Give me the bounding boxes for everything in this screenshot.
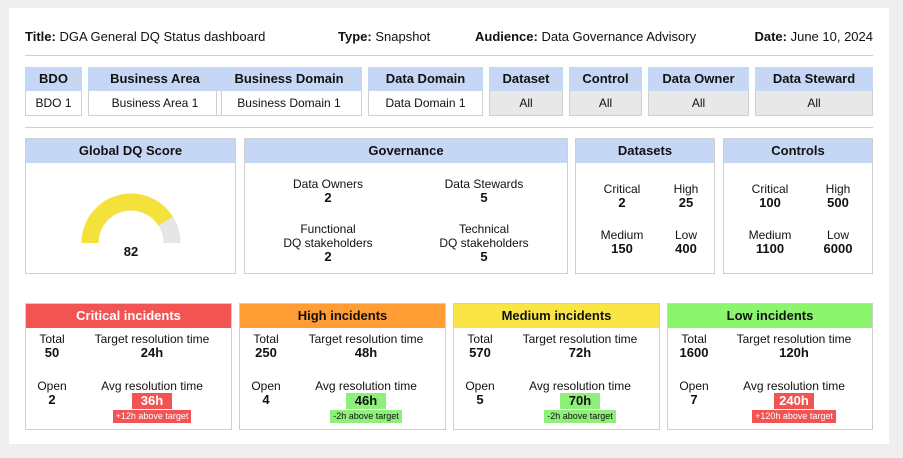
governance-panel: Governance Data Owners 2 Data Stewards 5… (244, 138, 568, 274)
incident-avg-value: 46h (346, 393, 386, 409)
filter-bdo[interactable]: BDO BDO 1 (25, 67, 82, 116)
incident-open: Open 7 (679, 379, 709, 407)
incident-avg-label: Avg resolution time (743, 379, 845, 393)
header-type: Type: Snapshot (338, 29, 431, 44)
incident-target: Target resolution time 48h (308, 332, 424, 360)
technical-stakeholders-stat: Technical DQ stakeholders 5 (439, 222, 529, 264)
incident-avg-value: 36h (132, 393, 172, 409)
filter-dataset[interactable]: Dataset All (489, 67, 563, 116)
incident-target: Target resolution time 72h (522, 332, 638, 360)
data-owners-stat: Data Owners 2 (292, 177, 364, 205)
filter-value[interactable]: Data Domain 1 (368, 91, 483, 116)
incident-open: Open 5 (465, 379, 495, 407)
panel-title: Governance (245, 139, 567, 163)
datasets-low: Low 400 (674, 228, 697, 256)
score-gauge: 82 (81, 193, 181, 259)
filter-label: Control (569, 67, 642, 91)
panel-title: Controls (724, 139, 872, 163)
datasets-medium: Medium 150 (600, 228, 644, 256)
dashboard-card: Title: DGA General DQ Status dashboard T… (9, 8, 889, 444)
incident-card-title: Low incidents (668, 304, 872, 328)
panel-title: Global DQ Score (26, 139, 235, 163)
filter-value[interactable]: All (489, 91, 563, 116)
filter-label: Dataset (489, 67, 563, 91)
incident-card-title: Critical incidents (26, 304, 231, 328)
global-dq-score-panel: Global DQ Score 82 (25, 138, 236, 274)
critical-incidents-card: Critical incidents Total 50 Target resoluti… (25, 303, 232, 430)
header-audience: Audience: Data Governance Advisory (475, 29, 697, 44)
filter-data-steward[interactable]: Data Steward All (755, 67, 873, 116)
incident-target: Target resolution time 120h (736, 332, 852, 360)
filter-control[interactable]: Control All (569, 67, 642, 116)
filter-value[interactable]: Business Area 1 (88, 91, 222, 116)
data-stewards-stat: Data Stewards 5 (444, 177, 524, 205)
incident-open: Open 2 (37, 379, 67, 407)
controls-high: High 500 (825, 182, 851, 210)
filter-data-domain[interactable]: Data Domain Data Domain 1 (368, 67, 483, 116)
high-incidents-card: High incidents Total 250 Target resolution … (239, 303, 446, 430)
incident-avg-label: Avg resolution time (529, 379, 631, 393)
incident-target-delta: +12h above target (90, 410, 214, 423)
header-date: Date: June 10, 2024 (754, 29, 873, 44)
filter-value[interactable]: All (648, 91, 749, 116)
panel-title: Datasets (576, 139, 714, 163)
incident-total: Total 1600 (679, 332, 709, 360)
filter-business-area[interactable]: Business Area Business Area 1 (88, 67, 222, 116)
divider (25, 55, 873, 56)
incident-total: Total 250 (253, 332, 279, 360)
filter-value[interactable]: All (755, 91, 873, 116)
low-incidents-card: Low incidents Total 1600 Target resolution … (667, 303, 873, 430)
datasets-critical: Critical 2 (603, 182, 641, 210)
filter-label: Data Owner (648, 67, 749, 91)
incident-avg-label: Avg resolution time (315, 379, 417, 393)
filter-value[interactable]: Business Domain 1 (216, 91, 362, 116)
incident-open: Open 4 (251, 379, 281, 407)
incident-card-title: Medium incidents (454, 304, 659, 328)
incident-target: Target resolution time 24h (94, 332, 210, 360)
score-value: 82 (124, 244, 138, 259)
gauge-fill (81, 193, 173, 244)
incident-avg-value: 240h (774, 393, 814, 409)
incident-total: Total 50 (39, 332, 65, 360)
controls-panel: Controls Critical 100 High 500 Medium 11… (723, 138, 873, 274)
functional-stakeholders-stat: Functional DQ stakeholders 2 (283, 222, 373, 264)
filter-value[interactable]: BDO 1 (25, 91, 82, 116)
incident-total: Total 570 (467, 332, 493, 360)
filter-business-domain[interactable]: Business Domain Business Domain 1 (216, 67, 362, 116)
filter-label: Data Domain (368, 67, 483, 91)
filter-value[interactable]: All (569, 91, 642, 116)
controls-low: Low 6000 (823, 228, 853, 256)
incident-target-delta: +120h above target (732, 410, 856, 423)
incident-card-title: High incidents (240, 304, 445, 328)
incident-target-delta: -2h above target (304, 410, 428, 423)
filter-label: Business Domain (216, 67, 362, 91)
filter-label: Business Area (88, 67, 222, 91)
incident-target-delta: -2h above target (518, 410, 642, 423)
controls-critical: Critical 100 (751, 182, 789, 210)
filter-label: Data Steward (755, 67, 873, 91)
divider (25, 127, 873, 128)
incident-avg-label: Avg resolution time (101, 379, 203, 393)
incident-avg-value: 70h (560, 393, 600, 409)
header-title: Title: DGA General DQ Status dashboard (25, 29, 266, 44)
datasets-panel: Datasets Critical 2 High 25 Medium 150 L… (575, 138, 715, 274)
header-bar: Title: DGA General DQ Status dashboard T… (25, 29, 873, 45)
datasets-high: High 25 (673, 182, 699, 210)
filter-data-owner[interactable]: Data Owner All (648, 67, 749, 116)
controls-medium: Medium 1100 (748, 228, 792, 256)
filter-label: BDO (25, 67, 82, 91)
medium-incidents-card: Medium incidents Total 570 Target resolutio… (453, 303, 660, 430)
